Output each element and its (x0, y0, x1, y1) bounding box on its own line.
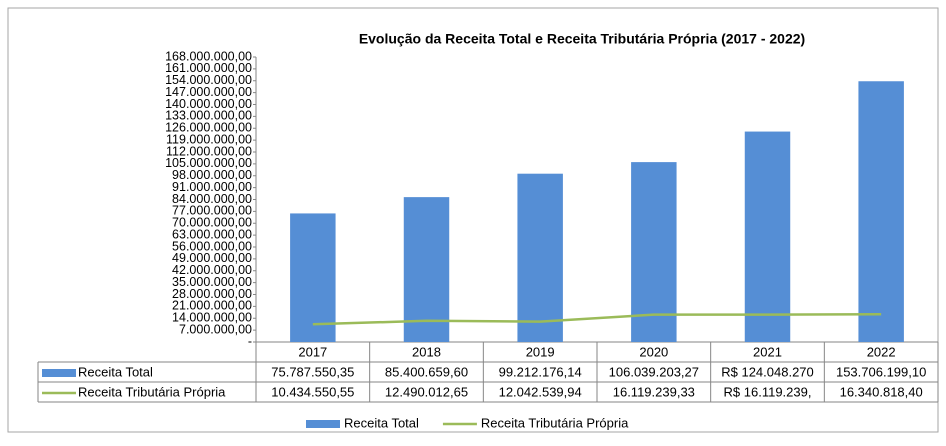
y-tick-label: 98.000.000,00 (172, 168, 252, 182)
y-tick-label: 63.000.000,00 (172, 227, 252, 241)
y-tick-label: 161.000.000,00 (165, 61, 252, 75)
table-legend-key (42, 369, 76, 377)
table-cell: 12.490.012,65 (385, 384, 468, 399)
y-tick-label: 35.000.000,00 (172, 275, 252, 289)
x-tick-label: 2018 (412, 344, 441, 359)
table-cell: 16.340.818,40 (840, 384, 923, 399)
x-tick-label: 2020 (639, 344, 668, 359)
y-tick-label: 140.000.000,00 (165, 97, 252, 111)
bar (744, 131, 791, 342)
y-tick-label: 77.000.000,00 (172, 204, 252, 218)
y-tick-label: 84.000.000,00 (172, 192, 252, 206)
bar (517, 173, 563, 342)
bar (631, 162, 677, 342)
table-cell: 106.039.203,27 (609, 364, 699, 379)
y-tick-label: - (248, 334, 252, 348)
y-tick-label: 168.000.000,00 (165, 49, 252, 63)
x-tick-label: 2022 (867, 344, 896, 359)
line (312, 313, 882, 326)
y-tick-label: 70.000.000,00 (172, 216, 252, 230)
y-tick-label: 42.000.000,00 (172, 263, 252, 277)
chart-title: Evolução da Receita Total e Receita Trib… (359, 31, 805, 47)
y-tick-label: 21.000.000,00 (172, 299, 252, 313)
table-cell: 153.706.199,10 (836, 364, 926, 379)
y-tick-label: 112.000.000,00 (166, 144, 252, 158)
x-tick-label: 2019 (526, 344, 555, 359)
y-tick-label: 28.000.000,00 (172, 287, 252, 301)
table-cell: 75.787.550,35 (271, 364, 354, 379)
table-row-label: Receita Tributária Própria (78, 384, 226, 399)
bar (290, 213, 336, 342)
y-tick-label: 119.000.000,00 (166, 132, 252, 146)
bar (403, 197, 450, 342)
legend-label: Receita Tributária Própria (481, 415, 629, 430)
y-tick-label: 14.000.000,00 (172, 311, 252, 325)
legend-key (306, 420, 340, 428)
table-cell: R$ 16.119.239, (724, 384, 812, 399)
x-tick-label: 2017 (298, 344, 327, 359)
y-tick-label: 154.000.000,00 (165, 73, 252, 87)
bar (858, 81, 904, 342)
y-tick-label: 7.000.000,00 (179, 322, 252, 336)
table-cell: 99.212.176,14 (499, 364, 582, 379)
y-tick-label: 126.000.000,00 (165, 121, 252, 135)
table-cell: 16.119.239,33 (613, 384, 695, 399)
y-tick-label: 105.000.000,00 (165, 156, 252, 170)
table-row-label: Receita Total (78, 364, 153, 379)
y-tick-label: 147.000.000,00 (165, 85, 252, 99)
y-tick-label: 91.000.000,00 (172, 180, 252, 194)
x-tick-label: 2021 (753, 344, 782, 359)
legend-label: Receita Total (344, 415, 419, 430)
y-tick-label: 56.000.000,00 (172, 239, 252, 253)
y-tick-label: 133.000.000,00 (165, 109, 252, 123)
table-cell: 10.434.550,55 (271, 384, 354, 399)
table-cell: 85.400.659,60 (385, 364, 468, 379)
y-tick-label: 49.000.000,00 (172, 251, 252, 265)
table-cell: 12.042.539,94 (499, 384, 582, 399)
table-cell: R$ 124.048.270 (721, 364, 814, 379)
